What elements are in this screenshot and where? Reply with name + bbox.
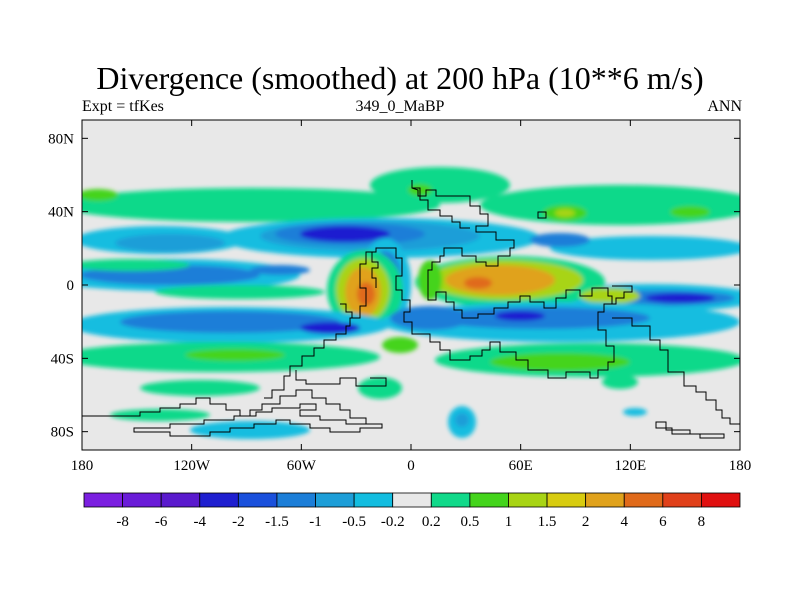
- colorbar-label: 6: [659, 514, 667, 530]
- colorbar-swatch: [623, 492, 664, 508]
- colorbar-swatch: [122, 492, 162, 508]
- colorbar-swatch: [585, 492, 625, 508]
- x-tick-label: 120E: [614, 458, 646, 474]
- colorbar: -8 -6 -4 -2 -1.5 -1 -0.5 -0.2 0.2 0.5 1 1.5 2 4 6 8: [83, 492, 741, 530]
- colorbar-swatch: [199, 492, 239, 508]
- colorbar-swatch: [83, 492, 123, 508]
- colorbar-swatch: [353, 492, 394, 508]
- colorbar-swatch: [701, 492, 741, 508]
- colorbar-label: -0.2: [381, 514, 405, 530]
- coastlines: [82, 180, 740, 439]
- colorbar-swatch: [546, 492, 587, 508]
- colorbar-swatch: [160, 492, 201, 508]
- y-tick-label: 0: [67, 278, 75, 294]
- colorbar-label: 1: [505, 514, 513, 530]
- colorbar-label: 4: [620, 514, 628, 530]
- colorbar-label: -4: [194, 514, 207, 530]
- colorbar-swatch: [315, 492, 355, 508]
- colorbar-swatch: [392, 492, 432, 508]
- colorbar-label: 0.2: [422, 514, 441, 530]
- colorbar-label: 0.5: [461, 514, 480, 530]
- colorbar-swatch: [469, 492, 509, 508]
- divergence-field: [82, 167, 740, 439]
- colorbar-label: -6: [155, 514, 168, 530]
- experiment-label: Expt = tfKes: [82, 98, 164, 115]
- colorbar-label: 2: [582, 514, 590, 530]
- map-axes: 180 120W 60W 0 60E 120E 180 80N 40N 0 40S 80S: [48, 120, 751, 474]
- x-tick-label: 60W: [287, 458, 317, 474]
- x-tick-label: 60E: [509, 458, 533, 474]
- y-tick-label: 80N: [48, 131, 74, 147]
- colorbar-swatch: [662, 492, 702, 508]
- chart-title: Divergence (smoothed) at 200 hPa (10**6 …: [96, 60, 704, 96]
- x-tick-label: 120W: [173, 458, 211, 474]
- x-tick-label: 0: [407, 458, 415, 474]
- colorbar-swatch: [237, 492, 278, 508]
- colorbar-label: 8: [698, 514, 706, 530]
- colorbar-label: -1.5: [265, 514, 289, 530]
- y-tick-label: 40S: [51, 351, 74, 367]
- colorbar-label: -2: [232, 514, 245, 530]
- period-label: 349_0_MaBP: [355, 98, 445, 115]
- colorbar-label: -8: [116, 514, 129, 530]
- colorbar-swatch: [276, 492, 316, 508]
- colorbar-swatch: [430, 492, 471, 508]
- x-tick-label: 180: [71, 458, 94, 474]
- colorbar-label: -0.5: [342, 514, 366, 530]
- season-label: ANN: [707, 98, 742, 115]
- colorbar-label: 1.5: [538, 514, 557, 530]
- y-tick-label: 80S: [51, 425, 74, 441]
- colorbar-swatch: [508, 492, 548, 508]
- x-tick-label: 180: [729, 458, 752, 474]
- y-tick-label: 40N: [48, 205, 74, 221]
- colorbar-label: -1: [309, 514, 322, 530]
